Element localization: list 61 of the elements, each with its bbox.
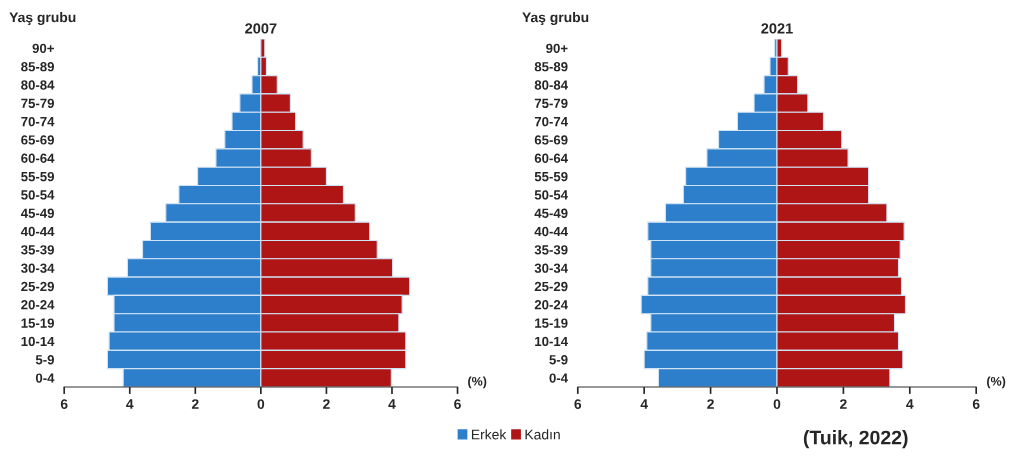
x-axis-title: (%) (468, 376, 487, 389)
x-tick-label: 0 (257, 399, 265, 409)
y-tick-label: 35-39 (21, 245, 54, 255)
text: (Tuik, 2022) (803, 430, 908, 449)
y-tick-label: 0-4 (549, 373, 568, 383)
y-tick-label: 70-74 (21, 116, 55, 127)
y-tick-label: 50-54 (21, 190, 55, 200)
x-tick-label: 4 (640, 399, 648, 409)
y-tick-label: 20-24 (534, 300, 568, 310)
y-axis-title: Yaş grubu (9, 12, 76, 26)
legend-label: Kadın (525, 429, 560, 440)
x-tick-label: 6 (972, 399, 980, 409)
x-tick-label: 4 (388, 399, 396, 409)
y-tick-label: 45-49 (20, 208, 54, 218)
y-tick-label: 65-69 (534, 135, 568, 145)
y-tick-label: 35-39 (534, 245, 568, 255)
y-tick-label: 60-64 (534, 153, 568, 163)
y-tick-label: 85-89 (534, 62, 568, 72)
y-tick-label: 70-74 (534, 116, 568, 127)
x-tick-label: 6 (574, 399, 582, 409)
y-tick-label: 85-89 (21, 62, 54, 72)
y-tick-label: 15-19 (21, 318, 54, 328)
x-tick-label: 0 (773, 399, 781, 409)
x-tick-label: 2 (191, 399, 199, 409)
y-tick-label: 45-49 (534, 208, 568, 218)
y-tick-label: 10-14 (535, 336, 568, 347)
y-tick-label: 90+ (546, 43, 568, 54)
y-tick-label: 80-84 (21, 80, 55, 90)
y-tick-label: 90+ (32, 43, 54, 54)
legend-label: Erkek (471, 429, 507, 440)
x-axis-title: (%) (987, 376, 1006, 389)
y-tick-label: 55-59 (21, 171, 54, 182)
y-tick-label: 80-84 (534, 80, 568, 90)
y-tick-label: 30-34 (21, 263, 55, 273)
x-tick-label: 2 (840, 399, 847, 409)
y-tick-label: 55-59 (534, 171, 568, 182)
y-tick-label: 25-29 (534, 281, 568, 292)
y-axis-title: Yaş grubu (522, 12, 589, 26)
y-tick-label: 65-69 (21, 135, 54, 145)
y-tick-label: 30-34 (534, 263, 568, 273)
y-tick-label: 75-79 (534, 98, 568, 108)
y-tick-label: 5-9 (35, 355, 54, 365)
y-tick-label: 0-4 (35, 373, 55, 383)
y-tick-label: 5-9 (549, 355, 568, 365)
y-tick-label: 50-54 (534, 190, 568, 200)
y-tick-label: 40-44 (20, 226, 55, 237)
y-tick-label: 15-19 (535, 318, 568, 328)
y-tick-label: 10-14 (21, 336, 55, 347)
x-tick-label: 4 (126, 399, 134, 409)
y-tick-label: 25-29 (21, 281, 54, 292)
x-tick-label: 6 (454, 399, 461, 409)
x-tick-label: 4 (906, 399, 914, 409)
y-tick-label: 60-64 (21, 153, 55, 163)
y-tick-label: 75-79 (21, 98, 54, 108)
y-tick-label: 40-44 (534, 226, 568, 237)
chart-title: 2021 (761, 23, 793, 34)
x-tick-label: 2 (707, 399, 714, 409)
y-tick-label: 20-24 (21, 300, 55, 310)
chart-title: 2007 (245, 23, 277, 34)
x-tick-label: 6 (60, 399, 68, 409)
x-tick-label: 2 (323, 399, 330, 409)
